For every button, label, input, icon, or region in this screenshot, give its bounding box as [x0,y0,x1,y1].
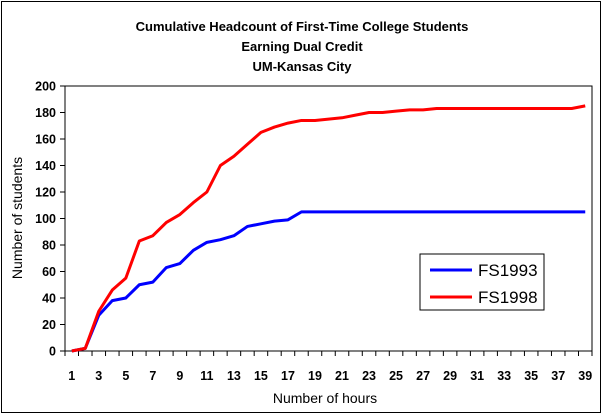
x-tick-label: 27 [416,369,430,383]
x-tick-label: 9 [176,369,183,383]
x-tick-label: 29 [443,369,457,383]
x-tick-label: 23 [362,369,376,383]
y-tick-label: 40 [42,292,56,306]
x-tick-label: 5 [122,369,129,383]
x-axis-ticks: 1 3 5 7 9 11 13 15 17 19 21 23 25 27 29 31 33 35 37 39 [64,351,593,383]
x-tick-label: 21 [335,369,349,383]
y-tick-label: 80 [42,239,56,253]
x-tick-label: 31 [470,369,484,383]
title-line-3: UM-Kansas City [253,59,353,74]
plot-area [64,85,593,352]
legend-label-fs1993: FS1993 [478,261,538,280]
y-tick-label: 180 [35,106,56,120]
y-tick-label: 20 [42,318,56,332]
x-tick-label: 7 [149,369,156,383]
y-tick-label: 160 [35,133,56,147]
y-tick-label: 60 [42,265,56,279]
title-line-2: Earning Dual Credit [241,39,363,54]
series-line-fs1998 [71,104,586,353]
chart-title: Cumulative Headcount of First-Time Colle… [136,19,469,74]
x-tick-label: 13 [227,369,241,383]
x-tick-label: 3 [95,369,102,383]
series-line-fs1993 [71,210,586,353]
y-tick-label: 100 [35,212,56,226]
y-axis-ticks: 0 20 40 60 80 100 120 140 160 180 200 [35,80,65,359]
x-axis-label: Number of hours [273,390,377,406]
x-tick-label: 25 [389,369,403,383]
y-axis-label: Number of students [9,157,25,279]
series-lines [71,104,586,353]
legend-box [419,253,545,311]
x-tick-label: 19 [308,369,322,383]
x-tick-label: 35 [524,369,538,383]
x-tick-label: 1 [68,369,75,383]
legend-label-fs1998: FS1998 [478,288,538,307]
x-tick-label: 15 [254,369,268,383]
x-tick-label: 17 [281,369,295,383]
y-tick-label: 200 [35,80,56,94]
legend: FS1993 FS1998 [419,253,545,311]
y-tick-label: 120 [35,186,56,200]
x-tick-label: 33 [497,369,511,383]
y-tick-label: 140 [35,159,56,173]
y-tick-label: 0 [49,345,56,359]
title-line-1: Cumulative Headcount of First-Time Colle… [136,19,469,34]
plot-border [64,85,593,352]
x-tick-label: 37 [551,369,565,383]
x-tick-label: 11 [200,369,213,383]
x-tick-label: 39 [578,369,592,383]
